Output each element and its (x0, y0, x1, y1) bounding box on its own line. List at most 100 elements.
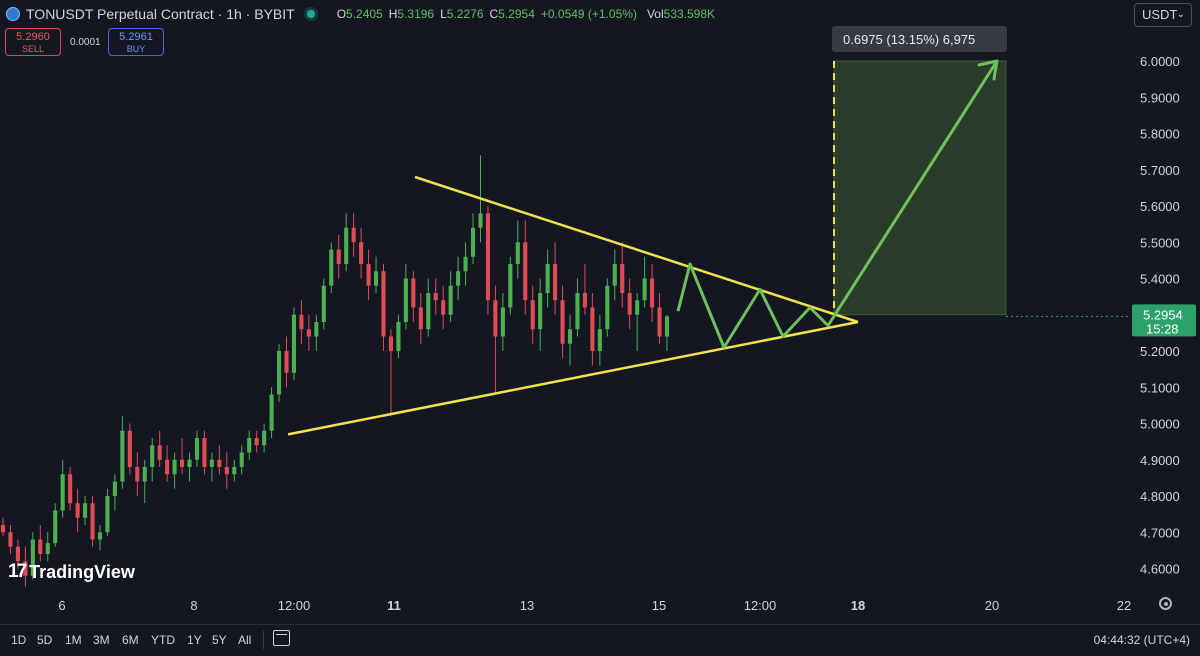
high-value: 5.3196 (397, 7, 435, 21)
change-value: +0.0549 (+1.05%) (540, 7, 637, 21)
x-tick-label: 22 (1117, 598, 1131, 613)
candle-body (30, 539, 35, 576)
candle-body (172, 459, 177, 475)
candle-body (612, 264, 617, 286)
timeframe-ytd[interactable]: YTD (151, 633, 175, 647)
y-tick-label: 4.6000 (1140, 562, 1180, 577)
candle-body (291, 314, 297, 373)
measure-label: 0.6975 (13.15%) 6,975 (843, 32, 975, 47)
x-tick-label: 6 (58, 598, 65, 613)
candle-body (157, 445, 162, 460)
candle-body (187, 459, 192, 467)
candle-body (224, 467, 229, 475)
candle-body (254, 438, 259, 446)
timeframe-1d[interactable]: 1D (11, 633, 27, 647)
candle-body (582, 293, 587, 308)
candle-body (463, 256, 468, 272)
timeframe-6m[interactable]: 6M (122, 633, 139, 647)
measure-label-bg (832, 26, 1007, 52)
y-tick-label: 4.7000 (1140, 525, 1180, 540)
candle-body (38, 539, 43, 554)
candle-body (523, 242, 528, 301)
currency-selector[interactable]: USDT ⌄ (1134, 3, 1192, 27)
timeframe-1y[interactable]: 1Y (187, 633, 202, 647)
x-tick-label: 12:00 (744, 598, 777, 613)
candle-body (97, 532, 103, 540)
y-tick-label: 6.0000 (1140, 54, 1180, 69)
x-tick-label: 15 (652, 598, 666, 613)
candle-body (538, 293, 543, 330)
sell-button[interactable]: 5.2960 SELL (5, 28, 61, 56)
timeframe-3m[interactable]: 3M (93, 633, 110, 647)
candle-body (567, 329, 573, 344)
buy-button[interactable]: 5.2961 BUY (108, 28, 164, 56)
candle-body (120, 430, 125, 482)
candle-body (657, 307, 662, 337)
market-open-icon (306, 10, 315, 18)
candle-body (217, 459, 222, 467)
volume-value: 533.598K (663, 7, 716, 21)
candle-body (247, 438, 252, 453)
candle-body (456, 271, 461, 286)
candle-body (500, 307, 505, 337)
candle-body (329, 249, 334, 286)
candle-body (664, 316, 670, 337)
settings-gear-icon[interactable] (1159, 597, 1172, 610)
timeframe-5y[interactable]: 5Y (212, 633, 227, 647)
candle-body (209, 459, 214, 467)
candle-body (545, 264, 550, 293)
y-tick-label: 5.9000 (1140, 90, 1180, 105)
calendar-icon[interactable] (273, 630, 290, 646)
timeframe-1m[interactable]: 1M (65, 633, 82, 647)
candle-body (642, 278, 647, 301)
candle-body (269, 394, 274, 431)
candle-body (493, 300, 498, 337)
candle-body (0, 525, 6, 533)
price-countdown: 15:28 (1146, 321, 1179, 336)
ton-logo-icon (6, 7, 20, 21)
sell-price: 5.2960 (16, 31, 50, 43)
x-tick-label: 8 (190, 598, 197, 613)
timeframe-all[interactable]: All (238, 633, 252, 647)
candle-body (299, 314, 304, 330)
candle-body (388, 336, 394, 351)
candle-body (620, 264, 625, 293)
candle-body (306, 329, 311, 337)
candle-body (314, 322, 319, 337)
tradingview-logo[interactable]: 17 TradingView (8, 561, 135, 582)
candle-body (530, 300, 535, 330)
timeframe-5d[interactable]: 5D (37, 633, 53, 647)
lower-trendline (287, 320, 859, 436)
price-label-bg (1132, 304, 1196, 337)
buy-price: 5.2961 (119, 31, 153, 43)
candle-body (597, 329, 602, 351)
price-chart[interactable]: 6.0000 5.9000 5.8000 5.7000 5.6000 5.5000 5.40… (0, 0, 1200, 624)
spread-value: 0.0001 (70, 37, 101, 48)
candle-body (441, 300, 446, 315)
candle-body (232, 467, 237, 475)
y-tick-label: 5.2000 (1140, 344, 1180, 359)
candle-body (373, 271, 379, 286)
candle-body (75, 503, 80, 518)
open-value: 5.2405 (346, 7, 383, 21)
candle-body (627, 293, 632, 315)
y-tick-label: 5.7000 (1140, 163, 1180, 178)
candle-body (150, 445, 155, 467)
candle-body (135, 467, 140, 482)
candle-body (478, 213, 483, 228)
symbol-title[interactable]: TONUSDT Perpetual Contract · 1h · BYBIT (26, 6, 295, 22)
candle-body (650, 278, 655, 308)
price-label: 5.2954 (1143, 307, 1183, 322)
x-tick-label: 20 (985, 598, 999, 613)
bottom-toolbar: 1D 5D 1M 3M 6M YTD 1Y 5Y All 04:44:32 (U… (0, 624, 1200, 656)
candle-body (127, 430, 132, 467)
candle-body (90, 503, 95, 540)
candle-body (485, 213, 490, 301)
candle-body (359, 242, 364, 264)
candle-body (344, 227, 349, 264)
candle-body (180, 459, 185, 467)
clock-readout[interactable]: 04:44:32 (UTC+4) (1093, 633, 1190, 647)
candle-body (575, 293, 580, 330)
y-tick-label: 5.8000 (1140, 127, 1180, 142)
candle-body (508, 264, 513, 308)
